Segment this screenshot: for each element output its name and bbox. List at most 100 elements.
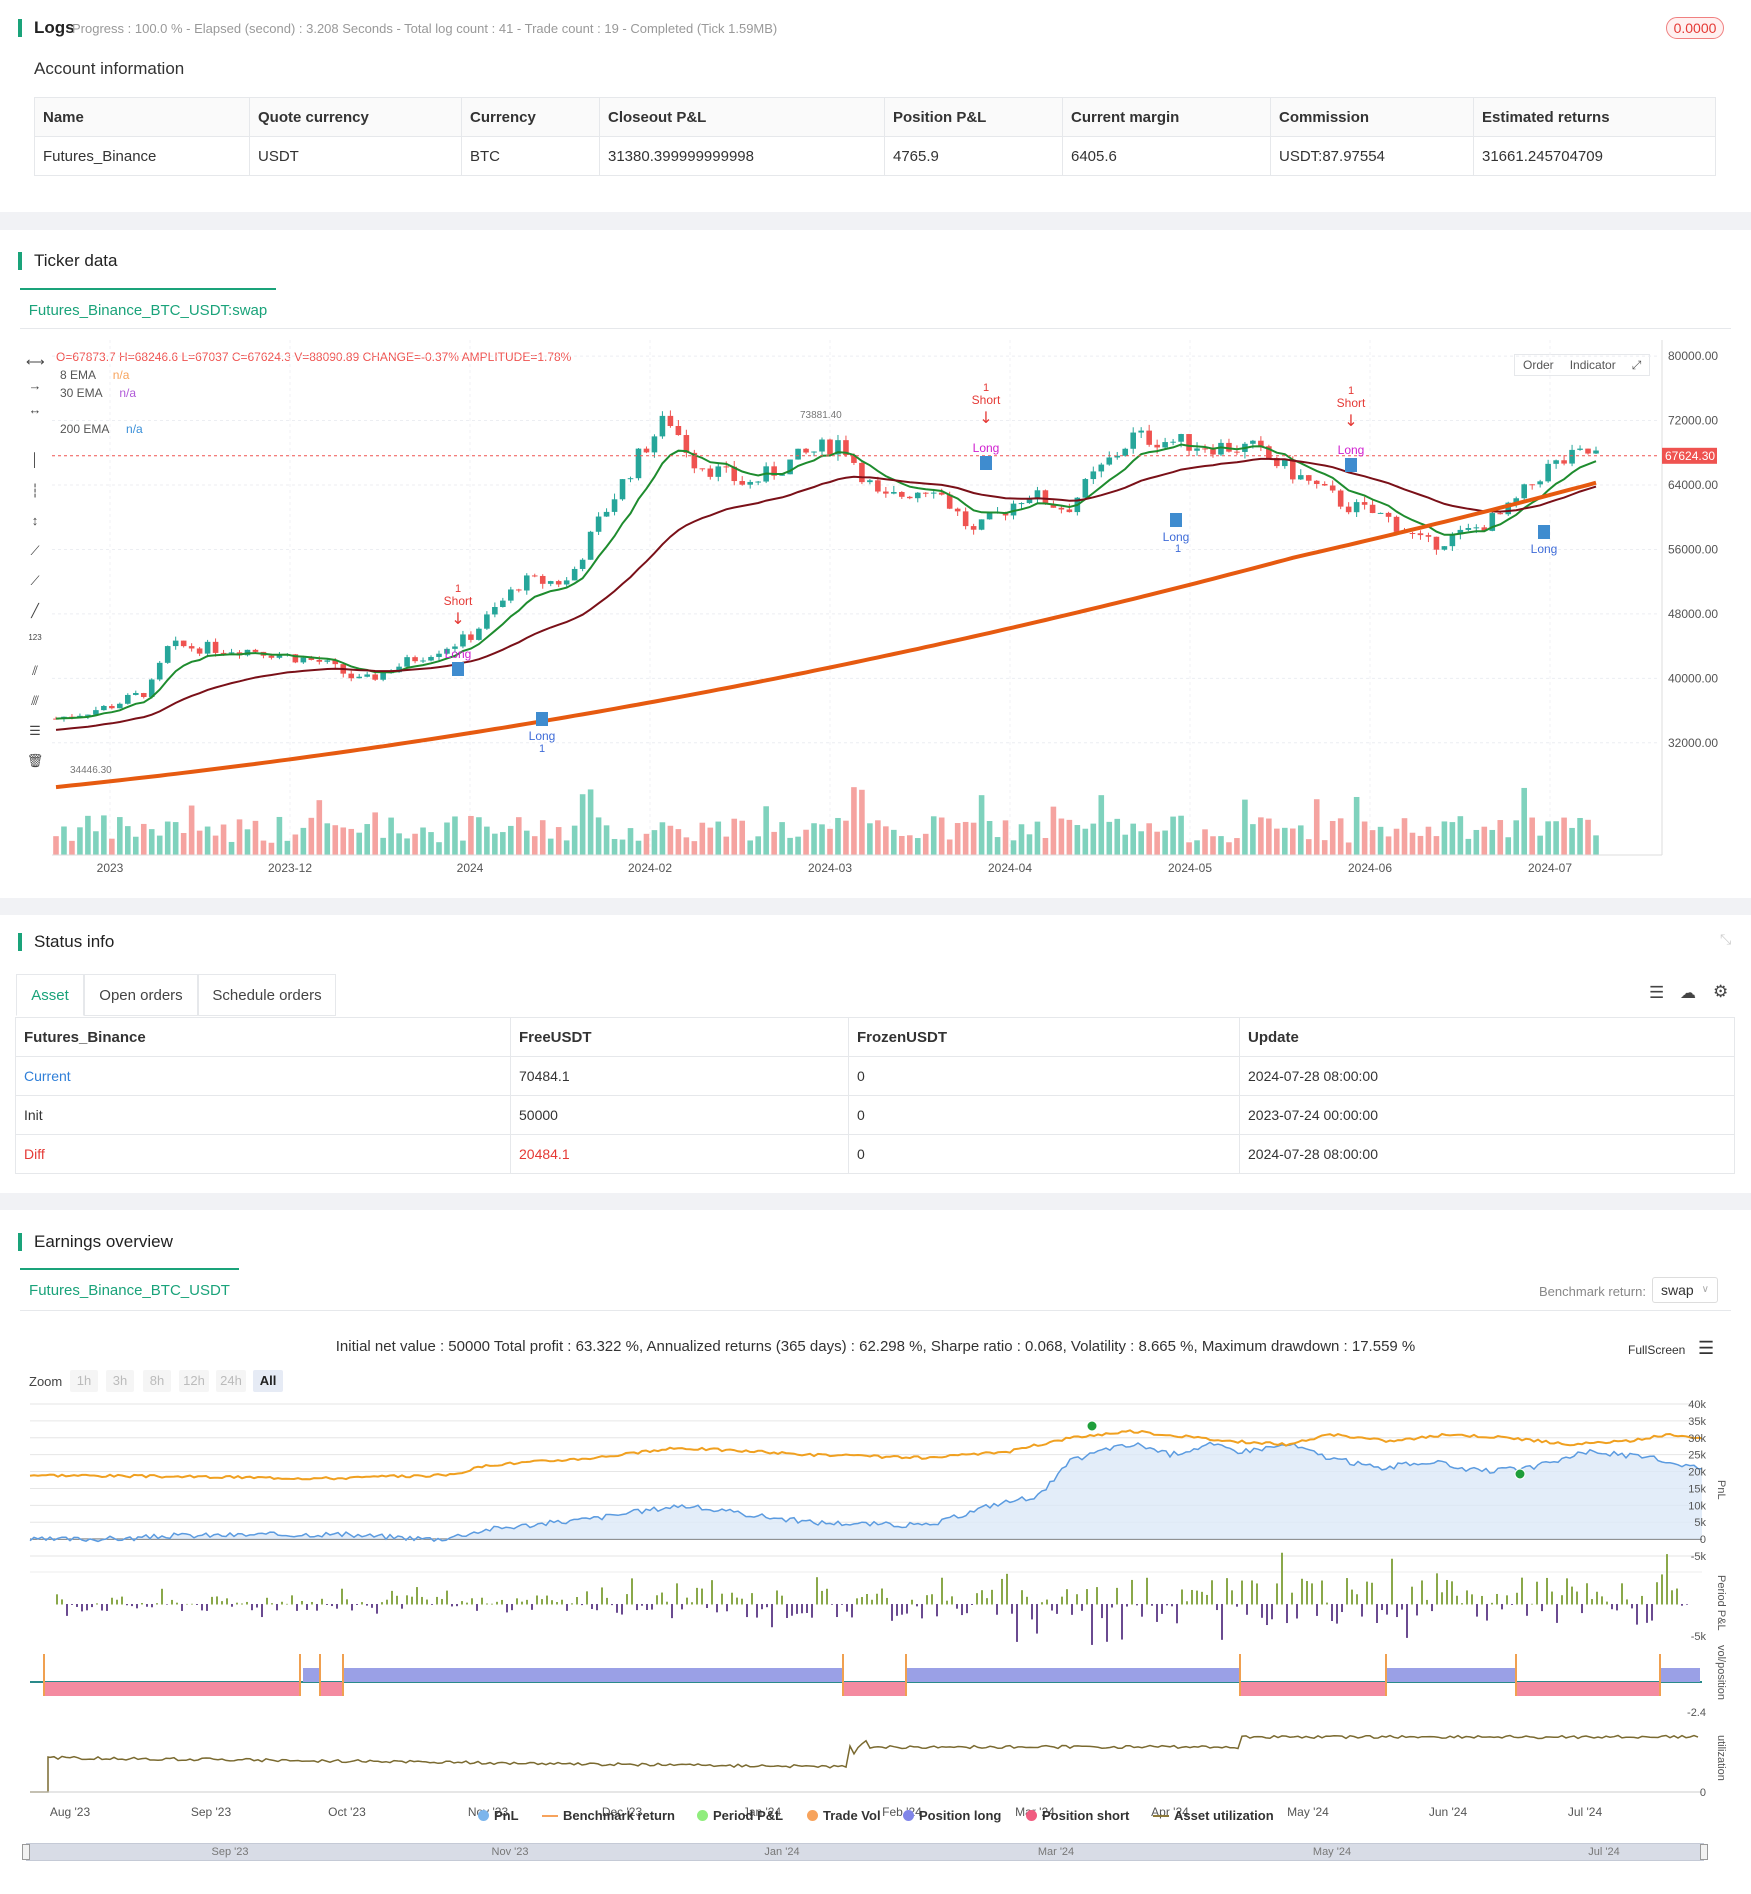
candle-body — [292, 654, 299, 663]
vertical-segment-icon[interactable]: ┆ — [31, 483, 39, 498]
volume-bar — [1138, 831, 1144, 855]
volume-bar — [563, 840, 570, 855]
volume-bar — [1497, 820, 1504, 855]
earnings-panel: Earnings overview Futures_Binance_BTC_US… — [0, 1210, 1751, 1894]
legend-item[interactable]: Trade Vol — [807, 1808, 881, 1823]
volume-bar — [1162, 830, 1168, 855]
short-signal-qty: 1 — [455, 583, 461, 595]
menu-icon[interactable]: ☰ — [1698, 1338, 1715, 1358]
cell: 2024-07-28 08:00:00 — [1239, 1134, 1735, 1174]
navigator[interactable] — [26, 1843, 1704, 1861]
volume-bar — [516, 817, 522, 855]
long-signal-label: Long — [529, 729, 556, 743]
legend-item[interactable]: Benchmark return — [542, 1808, 675, 1823]
volume-bar — [1417, 835, 1424, 855]
volume-bar — [1234, 838, 1240, 855]
candle-body — [196, 648, 203, 654]
expand-icon[interactable]: ⤢ — [1631, 357, 1642, 372]
header-cell: Currency — [461, 97, 600, 137]
zoom-12h-button[interactable]: 12h — [179, 1370, 209, 1392]
volume-bar — [643, 833, 650, 855]
volume-bar — [906, 835, 913, 855]
fib-retracement-icon[interactable]: ☰ — [29, 723, 41, 738]
cell: Diff — [15, 1134, 511, 1174]
zoom-1h-button[interactable]: 1h — [70, 1370, 98, 1392]
volume-bar — [938, 817, 945, 855]
trend-line-icon[interactable]: ⟋ — [30, 543, 40, 558]
zoom-24h-button[interactable]: 24h — [216, 1370, 246, 1392]
list-icon[interactable]: ☰ — [1649, 983, 1665, 1002]
volume-bar — [436, 842, 442, 855]
header-cell: Estimated returns — [1473, 97, 1716, 137]
candle-body — [1250, 440, 1256, 444]
cell: 31661.245704709 — [1473, 136, 1716, 176]
cloud-download-icon[interactable]: ☁ — [1680, 985, 1696, 1002]
ema-lines: 73881.40 34446.30 — [52, 410, 1660, 790]
vertical-ray-icon[interactable]: ↕ — [31, 513, 39, 528]
trash-icon[interactable]: 🗑 — [26, 753, 44, 768]
candle-body — [954, 508, 961, 512]
volume-bar — [970, 822, 977, 855]
price-label-icon[interactable]: 123 — [28, 633, 42, 642]
volume-bar — [117, 817, 123, 855]
tab-open-orders[interactable]: Open orders — [84, 974, 198, 1016]
candle-body — [380, 672, 386, 680]
zoom-all-button[interactable]: All — [253, 1370, 283, 1392]
candle-body — [364, 674, 370, 677]
volume-bar — [1457, 816, 1464, 855]
vertical-line-icon[interactable]: │ — [30, 452, 40, 467]
candle-body — [1210, 449, 1216, 455]
candle-body — [53, 718, 59, 720]
trend-ray-icon[interactable]: ⟋ — [30, 573, 40, 588]
legend-item[interactable]: Position long — [903, 1808, 1001, 1823]
tab-schedule-orders[interactable]: Schedule orders — [198, 974, 336, 1016]
horizontal-ray-icon[interactable]: → — [28, 378, 42, 393]
candle-body — [1553, 460, 1559, 464]
legend-item[interactable]: Period P&L — [697, 1808, 783, 1823]
gear-icon[interactable]: ⚙ — [1713, 982, 1729, 1001]
long-signal-label: Long — [445, 647, 472, 661]
candle-body — [1274, 458, 1280, 467]
zoom-3h-button[interactable]: 3h — [106, 1370, 134, 1392]
long-signal-marker — [1345, 458, 1357, 472]
volume-bar — [1090, 823, 1097, 855]
legend-item[interactable]: Position short — [1026, 1808, 1129, 1823]
collapse-icon[interactable]: ⤡ — [1720, 931, 1732, 947]
parallel-channel-icon[interactable]: ⫽ — [32, 663, 38, 678]
horizontal-line-icon[interactable]: ⟷ — [26, 354, 45, 369]
volume-bar — [1210, 836, 1216, 855]
candle-body — [859, 462, 865, 483]
cell[interactable]: Current — [15, 1056, 511, 1096]
volume-bar — [627, 828, 634, 855]
benchmark-select[interactable]: swap ∨ — [1652, 1277, 1718, 1303]
extended-line-icon[interactable]: ╱ — [31, 603, 39, 618]
volume-bar — [412, 833, 418, 855]
navigator-handle-right[interactable] — [1700, 1844, 1708, 1860]
horizontal-segment-icon[interactable]: ↔ — [28, 402, 42, 417]
price-tick-label: 56000.00 — [1668, 542, 1718, 556]
navigator-label: Nov '23 — [491, 1846, 529, 1858]
legend-item[interactable]: Asset utilization — [1153, 1808, 1274, 1823]
order-button[interactable]: Order — [1523, 358, 1554, 372]
ticker-panel: Ticker data Futures_Binance_BTC_USDT:swa… — [0, 230, 1751, 898]
tab-ticker-symbol[interactable]: Futures_Binance_BTC_USDT:swap — [20, 288, 276, 328]
candle-body — [1202, 448, 1208, 450]
legend-item[interactable]: PnL — [478, 1808, 519, 1823]
indicator-button[interactable]: Indicator — [1569, 358, 1616, 372]
navigator-handle-left[interactable] — [22, 1844, 30, 1860]
volume-bar — [1593, 835, 1599, 855]
volume-bar — [707, 827, 714, 855]
price-tick-label: 72000.00 — [1668, 414, 1718, 428]
volume-bar — [500, 832, 506, 855]
cell: 6405.6 — [1062, 136, 1271, 176]
volume-bar — [659, 822, 666, 855]
tab-earnings-symbol[interactable]: Futures_Binance_BTC_USDT — [20, 1268, 239, 1310]
tab-asset[interactable]: Asset — [16, 974, 84, 1016]
zoom-8h-button[interactable]: 8h — [143, 1370, 171, 1392]
candle-body — [619, 479, 626, 500]
candle-body — [715, 466, 722, 477]
fib-fan-icon[interactable]: ⫻ — [31, 693, 39, 708]
line-swatch-icon — [1153, 1815, 1169, 1817]
fullscreen-button[interactable]: FullScreen — [1628, 1343, 1686, 1357]
